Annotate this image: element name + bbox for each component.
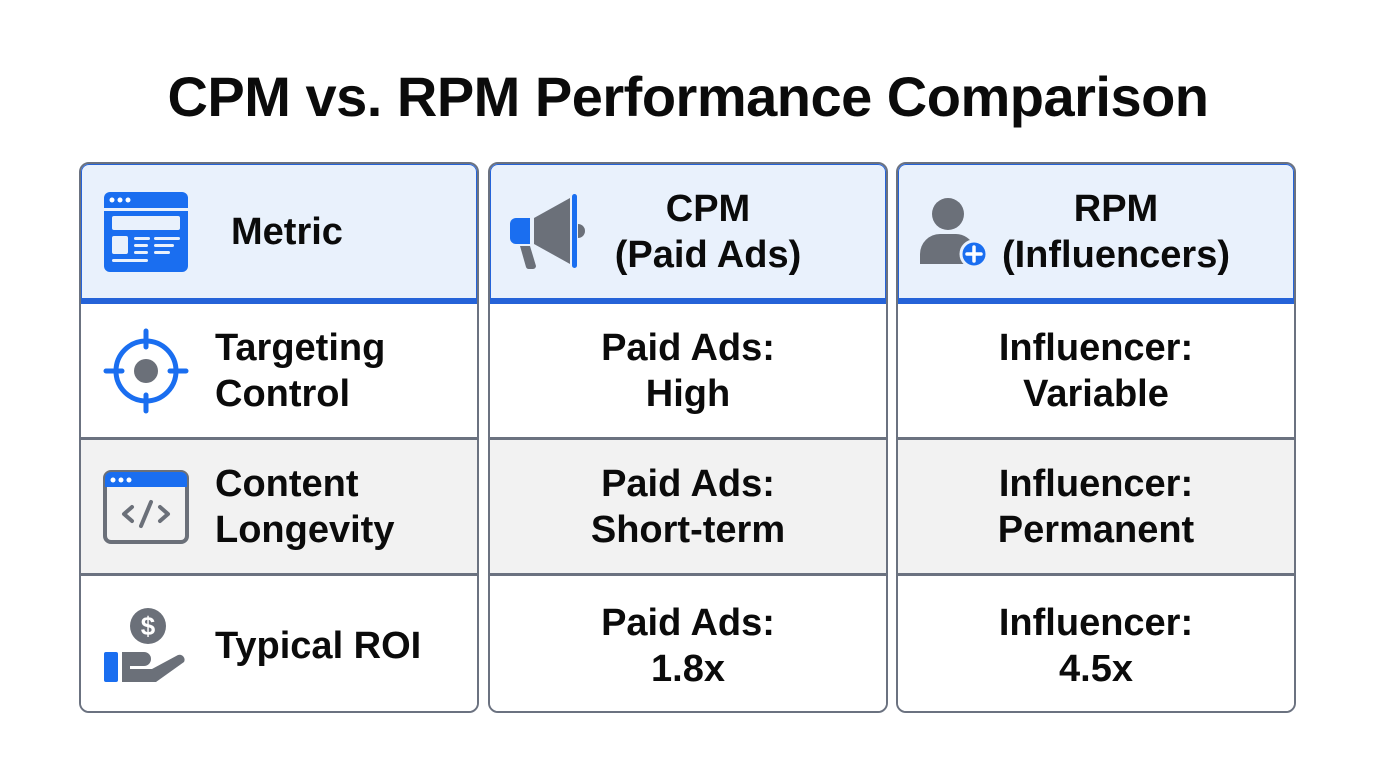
metric-header-label: Metric: [231, 211, 343, 253]
rpm-value-label: Influencer:: [998, 326, 1194, 369]
metric-row-targeting: Targeting Control: [81, 301, 477, 437]
cpm-value-label: Paid Ads:: [601, 601, 775, 644]
cpm-value: High: [645, 372, 731, 415]
browser-window-icon: [101, 187, 191, 277]
cpm-cell-roi: Paid Ads: 1.8x: [490, 576, 886, 711]
rpm-header-line1: RPM: [1073, 188, 1159, 230]
rpm-value: Permanent: [997, 508, 1195, 551]
metric-label-line1: Content: [215, 462, 359, 505]
metric-row-roi: $ Typical ROI: [81, 576, 477, 711]
megaphone-icon: [508, 190, 592, 274]
rpm-value: Variable: [1023, 372, 1169, 415]
metric-label-line1: Targeting: [215, 326, 386, 369]
cpm-header-line2: (Paid Ads): [614, 234, 802, 276]
metric-row-longevity: Content Longevity: [81, 437, 477, 576]
cpm-column: CPM (Paid Ads) Paid Ads: High Paid Ads: …: [488, 162, 888, 713]
rpm-value-label: Influencer:: [998, 601, 1194, 644]
metric-column: Metric Targeting Control: [79, 162, 479, 713]
user-plus-icon: [916, 190, 1000, 274]
metric-header: Metric: [81, 164, 477, 300]
cpm-cell-targeting: Paid Ads: High: [490, 301, 886, 437]
metric-label-line2: Control: [215, 372, 351, 415]
rpm-column: RPM (Influencers) Influencer: Variable I…: [896, 162, 1296, 713]
target-crosshair-icon: [101, 326, 191, 416]
rpm-cell-longevity: Influencer: Permanent: [898, 437, 1294, 576]
rpm-value-label: Influencer:: [998, 462, 1194, 505]
cpm-value-label: Paid Ads:: [601, 326, 775, 369]
metric-label: Typical ROI: [215, 624, 422, 667]
cpm-value: Short-term: [590, 508, 786, 551]
hand-dollar-icon: $: [101, 601, 191, 691]
cpm-value: 1.8x: [651, 647, 725, 690]
rpm-cell-roi: Influencer: 4.5x: [898, 576, 1294, 711]
cpm-cell-longevity: Paid Ads: Short-term: [490, 437, 886, 576]
cpm-header-line1: CPM: [665, 188, 751, 230]
code-window-icon: [101, 462, 191, 552]
rpm-cell-targeting: Influencer: Variable: [898, 301, 1294, 437]
rpm-header-line2: (Influencers): [1001, 234, 1231, 276]
rpm-header: RPM (Influencers): [898, 164, 1294, 300]
svg-text:$: $: [141, 611, 156, 641]
page-title: CPM vs. RPM Performance Comparison: [167, 65, 1209, 128]
rpm-value: 4.5x: [1059, 647, 1133, 690]
cpm-value-label: Paid Ads:: [601, 462, 775, 505]
cpm-header: CPM (Paid Ads): [490, 164, 886, 300]
metric-label-line2: Longevity: [215, 508, 395, 551]
